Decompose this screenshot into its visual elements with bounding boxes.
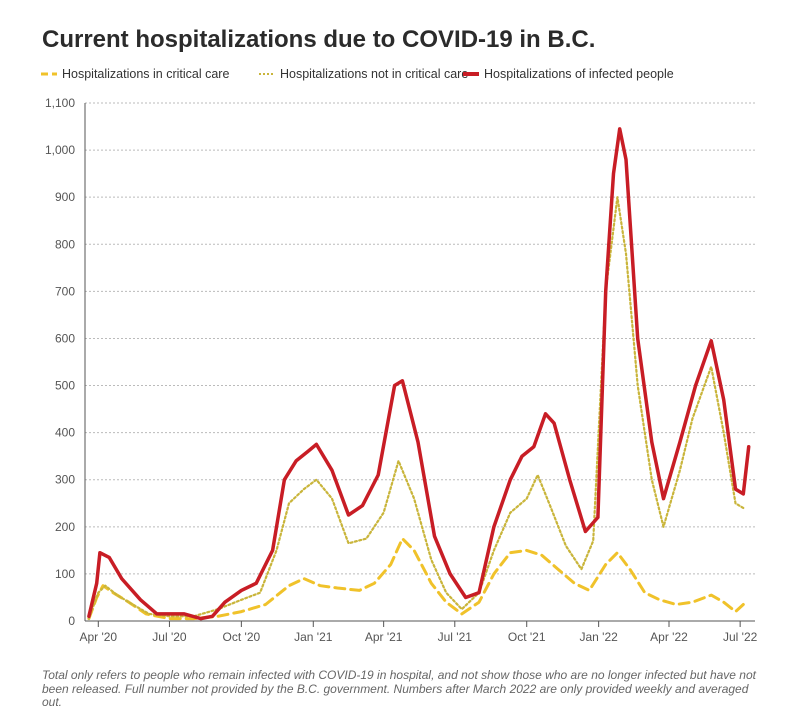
series-line-2 xyxy=(87,127,751,621)
x-tick-label: Jan '22 xyxy=(579,630,618,644)
chart-grid xyxy=(85,102,755,622)
y-tick-label: 500 xyxy=(55,379,75,393)
chart-title: Current hospitalizations due to COVID-19… xyxy=(42,26,596,53)
x-tick-label: Apr '21 xyxy=(365,630,403,644)
y-tick-label: 100 xyxy=(55,567,75,581)
x-axis: Apr '20 Jul '20 Oct '20 Jan '21 Apr '21 Jul '… xyxy=(79,621,758,644)
y-tick-label: 0 xyxy=(68,614,75,628)
legend-swatch-not-critical-care xyxy=(259,73,275,75)
y-tick-label: 700 xyxy=(55,284,75,298)
x-tick-label: Oct '21 xyxy=(508,630,546,644)
y-tick-label: 800 xyxy=(55,237,75,251)
series-line-1 xyxy=(87,196,745,620)
y-tick-label: 900 xyxy=(55,190,75,204)
y-tick-label: 600 xyxy=(55,331,75,345)
series-line-0 xyxy=(87,537,745,621)
x-tick-label: Jul '21 xyxy=(438,630,473,644)
legend-label-critical-care: Hospitalizations in critical care xyxy=(62,67,230,81)
x-tick-label: Oct '20 xyxy=(223,630,261,644)
x-tick-label: Apr '22 xyxy=(650,630,688,644)
y-axis: 0 100 200 300 400 500 600 700 800 900 1,000 1,100 xyxy=(45,96,86,628)
chart-series xyxy=(87,127,751,621)
y-tick-label: 1,000 xyxy=(45,143,75,157)
x-tick-label: Jul '20 xyxy=(152,630,187,644)
y-tick-label: 1,100 xyxy=(45,96,75,110)
x-tick-label: Apr '20 xyxy=(79,630,117,644)
x-tick-label: Jul '22 xyxy=(723,630,758,644)
y-tick-label: 400 xyxy=(55,426,75,440)
y-tick-label: 300 xyxy=(55,473,75,487)
y-tick-label: 200 xyxy=(55,520,75,534)
legend-swatch-infected xyxy=(463,72,479,76)
legend-label-not-critical-care: Hospitalizations not in critical care xyxy=(280,67,469,81)
x-tick-label: Jan '21 xyxy=(294,630,333,644)
line-chart: 0 100 200 300 400 500 600 700 800 900 1,000 1,100 A… xyxy=(45,96,758,644)
chart-footnote: Total only refers to people who remain i… xyxy=(42,668,756,709)
legend-label-infected: Hospitalizations of infected people xyxy=(484,67,674,81)
legend-swatch-critical-care xyxy=(41,72,57,76)
